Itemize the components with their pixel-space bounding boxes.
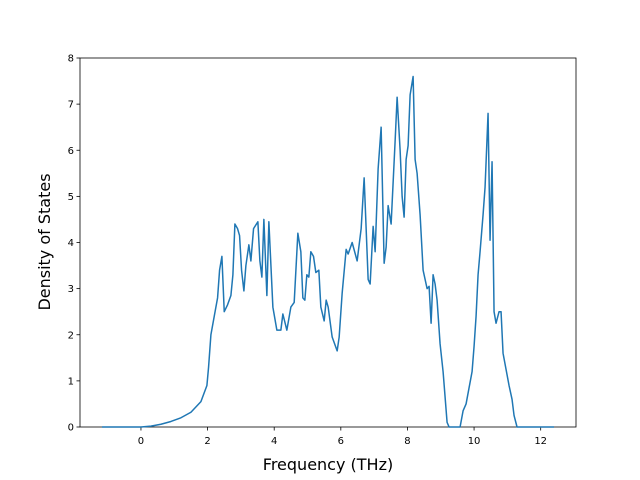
x-tick-label: 4 xyxy=(271,436,277,447)
y-tick-label: 8 xyxy=(68,54,74,65)
y-axis-label: Density of States xyxy=(35,173,54,310)
y-tick-label: 7 xyxy=(68,100,74,111)
x-axis-label: Frequency (THz) xyxy=(263,455,393,474)
x-tick-label: 8 xyxy=(404,436,410,447)
y-tick-label: 3 xyxy=(68,284,74,295)
y-tick-label: 1 xyxy=(68,376,74,387)
y-tick-label: 5 xyxy=(68,192,74,203)
y-tick-label: 2 xyxy=(68,330,74,341)
plot-frame xyxy=(79,57,577,428)
line-series xyxy=(101,75,555,428)
y-tick-label: 0 xyxy=(68,423,74,434)
x-tick-label: 2 xyxy=(204,436,210,447)
x-tick-label: 10 xyxy=(468,436,481,447)
x-tick-label: 0 xyxy=(138,436,144,447)
y-tick-label: 6 xyxy=(68,146,74,157)
x-tick-label: 12 xyxy=(534,436,547,447)
y-tick-label: 4 xyxy=(68,238,74,249)
x-tick-label: 6 xyxy=(338,436,344,447)
